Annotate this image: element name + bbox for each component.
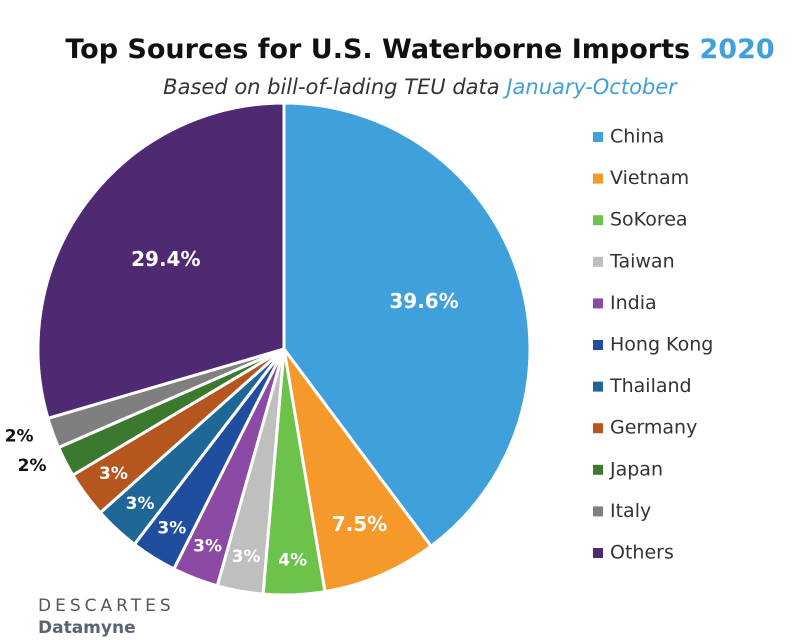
legend-label: SoKorea	[610, 209, 688, 231]
data-label: 4%	[278, 550, 307, 570]
legend-label: Vietnam	[610, 167, 689, 189]
data-label: 3%	[126, 494, 155, 514]
data-label: 3%	[232, 547, 261, 567]
legend-swatch	[593, 132, 603, 142]
data-label: 3%	[99, 464, 128, 484]
chart-subtitle-line: Based on bill-of-lading TEU data January…	[163, 75, 678, 99]
pie-slice	[282, 101, 532, 549]
data-label: 29.4%	[131, 247, 200, 271]
pie-slice	[282, 348, 434, 594]
pie-slice	[36, 101, 286, 421]
data-label: 7.5%	[332, 512, 387, 536]
legend-label: Germany	[610, 417, 697, 439]
legend-label: Japan	[609, 458, 663, 480]
legend-swatch	[593, 464, 603, 475]
legend-swatch	[593, 423, 603, 434]
chart-subtitle: Based on bill-of-lading TEU data	[163, 75, 499, 99]
chart-title-line: Top Sources for U.S. Waterborne Imports …	[65, 34, 774, 65]
legend-label: India	[610, 292, 657, 314]
legend-swatch	[593, 340, 603, 350]
legend-label: Thailand	[609, 375, 692, 397]
legend-label: Others	[610, 542, 674, 564]
data-label: 2%	[5, 426, 34, 446]
legend-label: Italy	[610, 500, 651, 522]
product: Datamyne	[38, 618, 136, 638]
data-label: 2%	[18, 456, 47, 476]
legend-swatch	[593, 173, 603, 184]
legend-swatch	[593, 298, 603, 309]
brand: DESCARTES	[38, 596, 175, 616]
chart-subtitle-period: January-October	[502, 75, 678, 99]
chart-title: Top Sources for U.S. Waterborne Imports	[65, 34, 690, 65]
legend-label: China	[610, 126, 664, 148]
legend-swatch	[593, 215, 603, 226]
legend-swatch	[593, 548, 603, 558]
data-label: 3%	[157, 518, 186, 538]
data-label: 39.6%	[389, 289, 458, 313]
legend-swatch	[593, 256, 603, 267]
legend-label: Hong Kong	[610, 334, 713, 356]
data-label: 3%	[193, 536, 222, 556]
legend-swatch	[593, 506, 603, 517]
chart-title-year: 2020	[700, 34, 775, 65]
legend-label: Taiwan	[609, 250, 675, 272]
legend-swatch	[593, 381, 603, 392]
